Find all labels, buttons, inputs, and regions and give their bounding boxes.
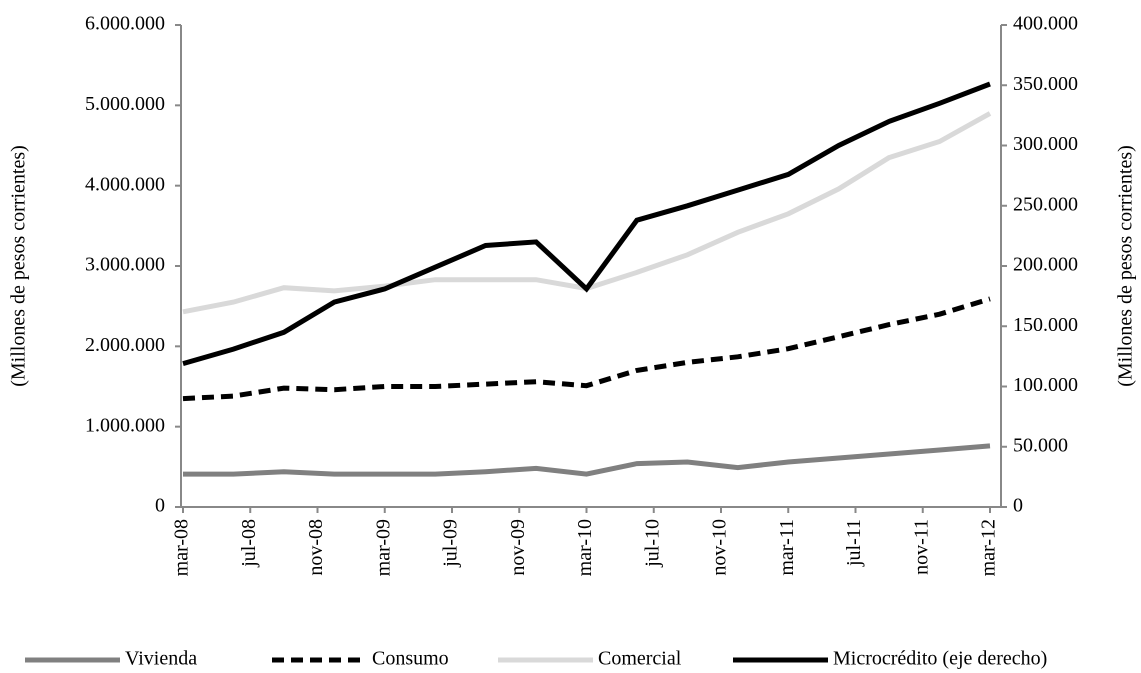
x-tick-label: jul-11 (843, 519, 865, 567)
y-axis-title: (Millones de pesos corrientes) (8, 145, 30, 387)
y2-tick-label: 200.000 (1013, 254, 1078, 276)
y-tick-label: 5.000.000 (85, 93, 165, 115)
series-line (182, 296, 991, 402)
x-tick-label: jul-08 (238, 519, 260, 568)
y-tick-label: 1.000.000 (85, 414, 165, 436)
y2-tick-label: 100.000 (1013, 374, 1078, 396)
legend-label: Vivienda (125, 648, 197, 670)
x-tick-label: nov-10 (709, 519, 731, 576)
x-tick-label: nov-11 (910, 519, 932, 575)
x-tick-label: jul-09 (440, 519, 462, 568)
x-tick-label: nov-08 (305, 519, 327, 576)
legend-label: Consumo (372, 648, 449, 670)
y2-tick-label: 300.000 (1013, 133, 1078, 155)
series-line (182, 111, 992, 315)
y2-tick-label: 50.000 (1013, 434, 1068, 456)
x-tick-label: mar-09 (372, 519, 394, 576)
y-tick-label: 0 (155, 495, 165, 517)
y2-tick-label: 350.000 (1013, 73, 1078, 95)
legend-label: Microcrédito (eje derecho) (833, 648, 1047, 670)
x-tick-label: mar-12 (978, 519, 1000, 576)
x-tick-label: mar-11 (776, 519, 798, 576)
series-line (182, 81, 991, 367)
y-tick-label: 4.000.000 (85, 173, 165, 195)
y2-tick-label: 400.000 (1013, 13, 1078, 35)
series-line (183, 443, 991, 477)
y-tick-label: 6.000.000 (85, 13, 165, 35)
x-tick-label: nov-09 (507, 519, 529, 576)
x-tick-label: mar-10 (574, 519, 596, 576)
y-tick-label: 2.000.000 (85, 334, 165, 356)
legend-label: Comercial (598, 648, 682, 670)
x-tick-label: mar-08 (171, 519, 193, 576)
y2-tick-label: 250.000 (1013, 193, 1078, 215)
x-tick-label: jul-10 (641, 519, 663, 568)
y2-tick-label: 0 (1013, 495, 1023, 517)
y-tick-label: 3.000.000 (85, 254, 165, 276)
y2-tick-label: 150.000 (1013, 314, 1078, 336)
y2-axis-title: (Millones de pesos corrientes) (1115, 145, 1137, 387)
